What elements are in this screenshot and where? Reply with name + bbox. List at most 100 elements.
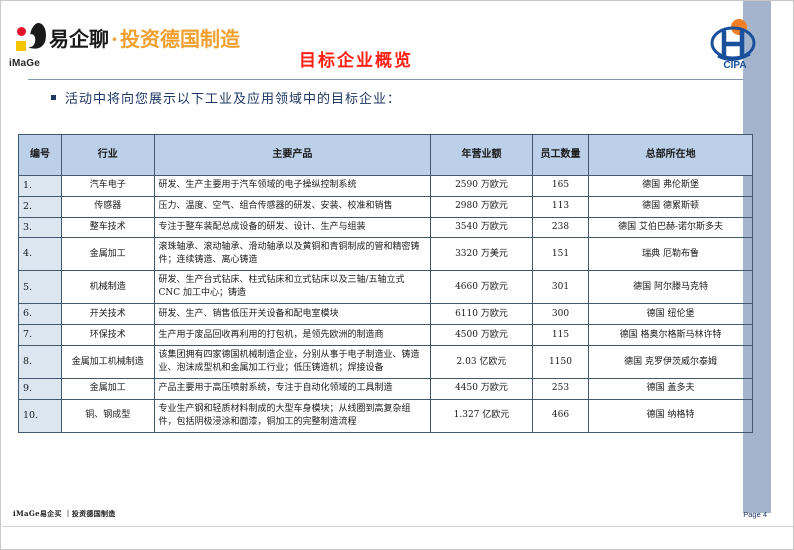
intro-bullet: 活动中将向您展示以下工业及应用领域中的目标企业：	[51, 88, 401, 107]
cell-revenue: 3540 万欧元	[430, 216, 533, 239]
cell-hq: 德国 纳格特	[588, 398, 753, 433]
cipa-logo: CIPA	[707, 15, 763, 73]
table-row: 3. 整车技术 专注于整车装配总成设备的研发、设计、生产与组装 3540 万欧元…	[18, 216, 753, 239]
cell-products: 研发、生产、销售低压开关设备和配电室模块	[153, 303, 432, 326]
cell-no: 2.	[18, 195, 62, 218]
cell-no: 6.	[18, 303, 62, 326]
col-header-employees: 员工数量	[531, 134, 590, 176]
cell-hq: 德国 格奥尔格斯马林许特	[588, 324, 753, 347]
table-header-row: 编号 行业 主要产品 年营业额 员工数量 总部所在地	[18, 134, 753, 176]
table-body: 1. 汽车电子 研发、生产主要用于汽车领域的电子操纵控制系统 2590 万欧元 …	[18, 175, 753, 433]
cell-hq: 德国 德累斯顿	[588, 195, 753, 218]
cell-industry: 整车技术	[60, 216, 155, 239]
cell-industry: 金属加工	[60, 237, 155, 272]
cell-industry: 传感器	[60, 195, 155, 218]
cell-products: 压力、温度、空气、组合传感器的研发、安装、校准和销售	[153, 195, 432, 218]
cell-products: 滚珠轴承、滚动轴承、滑动轴承以及黄铜和青铜制成的管和精密铸件；连续铸造、离心铸造	[153, 237, 432, 272]
cell-industry: 机械制造	[60, 270, 155, 305]
cell-employees: 151	[531, 237, 590, 272]
col-header-revenue: 年营业额	[430, 134, 533, 176]
cell-revenue: 4450 万欧元	[430, 378, 533, 400]
yellow-square-icon	[16, 41, 26, 51]
cell-products: 生产用于废品回收再利用的打包机，是领先欧洲的制造商	[153, 324, 432, 347]
col-header-no: 编号	[18, 134, 62, 176]
cell-industry: 铜、钢成型	[60, 398, 155, 433]
cell-hq: 德国 弗伦斯堡	[588, 175, 753, 197]
cell-hq: 瑞典 厄勒布鲁	[588, 237, 753, 272]
target-companies-table: 编号 行业 主要产品 年营业额 员工数量 总部所在地 1. 汽车电子 研发、生产…	[18, 134, 753, 433]
svg-text:CIPA: CIPA	[723, 60, 746, 71]
cell-employees: 300	[531, 303, 590, 326]
cell-revenue: 6110 万欧元	[430, 303, 533, 326]
cell-hq: 德国 盖多夫	[588, 378, 753, 400]
cell-industry: 金属加工机械制造	[60, 345, 155, 380]
cell-revenue: 3320 万美元	[430, 237, 533, 272]
cell-employees: 466	[531, 398, 590, 433]
cipa-logo-icon: CIPA	[710, 19, 756, 71]
cell-no: 3.	[18, 216, 62, 239]
image-logo: iMaGe	[9, 22, 65, 75]
cell-no: 4.	[18, 237, 62, 272]
cell-hq: 德国 艾伯巴赫-诺尔斯多夫	[588, 216, 753, 239]
page-title: 目标企业概览	[299, 51, 413, 71]
red-dot-icon	[17, 27, 26, 36]
cell-no: 8.	[18, 345, 62, 380]
cell-no: 9.	[18, 378, 62, 400]
cell-products: 研发、生产主要用于汽车领域的电子操纵控制系统	[153, 175, 432, 197]
cell-revenue: 1.327 亿欧元	[430, 398, 533, 433]
square-bullet-icon	[51, 95, 56, 100]
image-logo-mark	[9, 22, 53, 57]
intro-bullet-text: 活动中将向您展示以下工业及应用领域中的目标企业：	[65, 92, 402, 107]
cell-hq: 德国 克罗伊茨威尔泰姆	[588, 345, 753, 380]
table-row: 6. 开关技术 研发、生产、销售低压开关设备和配电室模块 6110 万欧元 30…	[18, 303, 753, 326]
cell-industry: 环保技术	[60, 324, 155, 347]
cell-revenue: 2980 万欧元	[430, 195, 533, 218]
cell-no: 7.	[18, 324, 62, 347]
cell-industry: 汽车电子	[60, 175, 155, 197]
table-row: 7. 环保技术 生产用于废品回收再利用的打包机，是领先欧洲的制造商 4500 万…	[18, 324, 753, 347]
cell-employees: 165	[531, 175, 590, 197]
footer-divider	[2, 526, 793, 527]
footer-page-number: Page 4	[743, 510, 767, 519]
brand-name-cn: 易企聊	[49, 27, 109, 51]
cell-industry: 开关技术	[60, 303, 155, 326]
cell-products: 产品主要用于高压喷射系统，专注于自动化领域的工具制造	[153, 378, 432, 400]
cell-no: 10.	[18, 398, 62, 433]
table-row: 10. 铜、钢成型 专业生产钢和轻质材料制成的大型车身模块；从线圈到高复杂组件，…	[18, 398, 753, 433]
brand-separator: ·	[111, 27, 118, 51]
cell-revenue: 4500 万欧元	[430, 324, 533, 347]
cell-no: 1.	[18, 175, 62, 197]
table-row: 2. 传感器 压力、温度、空气、组合传感器的研发、安装、校准和销售 2980 万…	[18, 195, 753, 218]
cell-products: 专业生产钢和轻质材料制成的大型车身模块；从线圈到高复杂组件，包括阴极浸涂和面漆，…	[153, 398, 432, 433]
table-row: 8. 金属加工机械制造 该集团拥有四家德国机械制造企业，分别从事于电子制造业、铸…	[18, 345, 753, 380]
image-logo-text: iMaGe	[9, 58, 41, 69]
header-divider	[28, 79, 743, 80]
table-row: 5. 机械制造 研发、生产台式钻床、柱式钻床和立式钻床以及三轴/五轴立式 CNC…	[18, 270, 753, 305]
col-header-industry: 行业	[60, 134, 155, 176]
cell-revenue: 2590 万欧元	[430, 175, 533, 197]
table-row: 9. 金属加工 产品主要用于高压喷射系统，专注于自动化领域的工具制造 4450 …	[18, 378, 753, 400]
cell-employees: 238	[531, 216, 590, 239]
brand-tagline: 投资德国制造	[119, 27, 240, 51]
cell-industry: 金属加工	[60, 378, 155, 400]
cell-revenue: 2.03 亿欧元	[430, 345, 533, 380]
footer-left-text: iMaGe易企买 ｜投资德国制造	[13, 509, 116, 518]
cell-employees: 1150	[531, 345, 590, 380]
cell-hq: 德国 纽伦堡	[588, 303, 753, 326]
table-row: 1. 汽车电子 研发、生产主要用于汽车领域的电子操纵控制系统 2590 万欧元 …	[18, 175, 753, 197]
cell-employees: 253	[531, 378, 590, 400]
cell-no: 5.	[18, 270, 62, 305]
col-header-hq: 总部所在地	[588, 134, 753, 176]
col-header-products: 主要产品	[153, 134, 432, 176]
cell-products: 研发、生产台式钻床、柱式钻床和立式钻床以及三轴/五轴立式 CNC 加工中心；铸造	[153, 270, 432, 305]
cell-hq: 德国 阿尔滕马克特	[588, 270, 753, 305]
cell-employees: 301	[531, 270, 590, 305]
cell-employees: 115	[531, 324, 590, 347]
cell-products: 专注于整车装配总成设备的研发、设计、生产与组装	[153, 216, 432, 239]
cell-employees: 113	[531, 195, 590, 218]
cell-products: 该集团拥有四家德国机械制造企业，分别从事于电子制造业、铸造业、泡沫成型机和金属加…	[153, 345, 432, 380]
cell-revenue: 4660 万欧元	[430, 270, 533, 305]
brand-line: 易企聊 · 投资德国制造	[49, 23, 240, 52]
table-row: 4. 金属加工 滚珠轴承、滚动轴承、滑动轴承以及黄铜和青铜制成的管和精密铸件；连…	[18, 237, 753, 272]
